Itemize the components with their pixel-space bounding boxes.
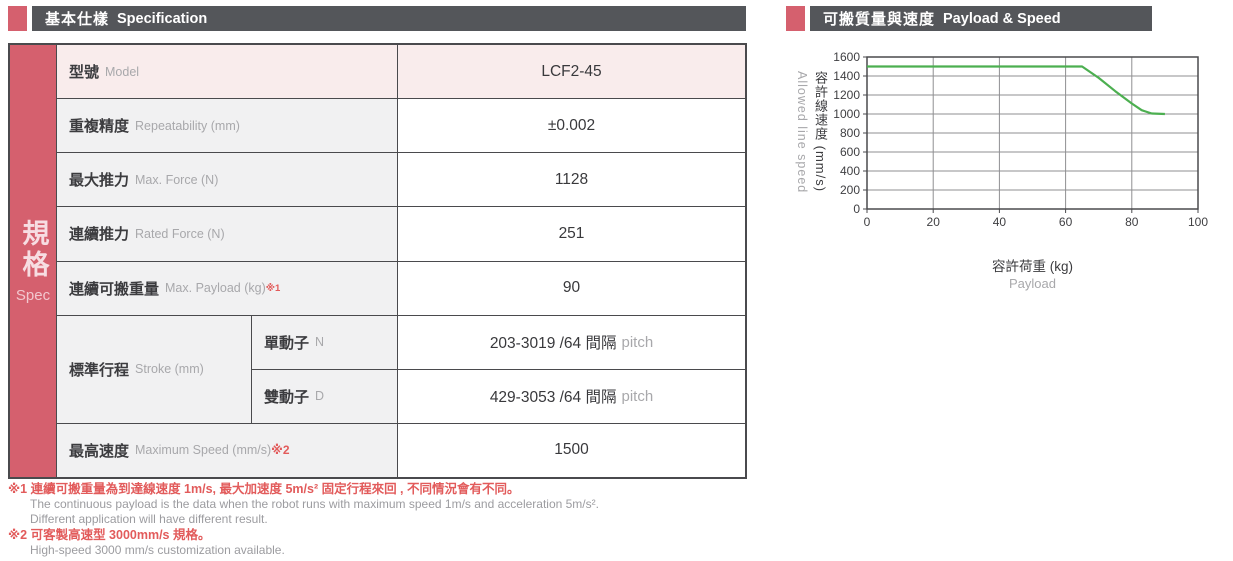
sidebar-label-en: Spec — [15, 286, 51, 304]
payload-note-ref: ※1 — [265, 282, 281, 294]
footnote-2-en: High-speed 3000 mm/s customization avail… — [30, 542, 285, 557]
svg-text:800: 800 — [840, 126, 860, 140]
svg-text:1400: 1400 — [833, 69, 860, 83]
stroke-single-value: 203-3019 /64 間隔 pitch — [398, 315, 745, 369]
row-rated-force-label: 連續推力 Rated Force (N) — [57, 207, 397, 261]
svg-text:20: 20 — [927, 215, 941, 229]
svg-text:60: 60 — [1059, 215, 1073, 229]
row-repeatability-label: 重複精度 Repeatability (mm) — [57, 99, 397, 153]
accent-square — [786, 6, 805, 31]
stroke-label-zh: 標準行程 — [69, 361, 130, 379]
sidebar-label-zh: 規格 — [18, 218, 49, 281]
row-repeatability-value: ±0.002 — [398, 99, 745, 153]
row-stroke-label: 標準行程 Stroke (mm) — [57, 315, 251, 423]
spec-section-header: 基本仕樣 Specification — [8, 6, 746, 31]
spec-sidebar: 規格 Spec — [10, 45, 56, 477]
row-model-value: LCF2-45 — [398, 45, 745, 99]
y-axis-label: Allowed line speed 容許線速度 (mm/s) — [795, 53, 830, 211]
max-speed-note-ref: ※2 — [271, 443, 290, 458]
spec-header-bar: 基本仕樣 Specification — [32, 6, 746, 31]
spec-title-zh: 基本仕樣 — [45, 11, 110, 28]
x-axis-label-en: Payload — [1009, 276, 1056, 291]
chart-section-header: 可搬質量與速度 Payload & Speed — [786, 6, 1152, 31]
repeatability-label-zh: 重複精度 — [69, 118, 130, 136]
chart-title-zh: 可搬質量與速度 — [823, 11, 936, 28]
row-payload-label: 連續可搬重量 Max. Payload (kg) ※1 — [57, 261, 397, 315]
x-axis-label: 容許荷重 (kg) Payload — [867, 255, 1198, 291]
row-max-speed-label: 最高速度 Maximum Speed (mm/s) ※2 — [57, 423, 397, 477]
row-payload-value: 90 — [398, 261, 745, 315]
svg-text:40: 40 — [993, 215, 1007, 229]
model-label-en: Model — [105, 64, 140, 79]
stroke-label-en: Stroke (mm) — [135, 362, 204, 377]
svg-text:1000: 1000 — [833, 107, 860, 121]
svg-text:80: 80 — [1125, 215, 1139, 229]
svg-text:0: 0 — [864, 215, 871, 229]
row-max-speed-value: 1500 — [398, 423, 745, 477]
footnote-1-zh: ※1 連續可搬重量為到達線速度 1m/s, 最大加速度 5m/s² 固定行程來回… — [8, 482, 520, 496]
max-force-label-en: Max. Force (N) — [135, 172, 219, 187]
row-rated-force-value: 251 — [398, 207, 745, 261]
stroke-single-label: 單動子 N — [252, 315, 397, 369]
payload-label-zh: 連續可搬重量 — [69, 280, 160, 298]
model-label-zh: 型號 — [69, 64, 100, 82]
stroke-double-value: 429-3053 /64 間隔 pitch — [398, 369, 745, 423]
accent-square — [8, 6, 27, 31]
y-axis-label-en: Allowed line speed — [795, 70, 809, 194]
row-max-force-value: 1128 — [398, 153, 745, 207]
y-axis-label-zh: 容許線速度 (mm/s) — [813, 71, 828, 193]
payload-speed-chart: 0 200 400 600 800 1000 1200 1400 1600 0 20 40 60 80 10… — [790, 45, 1233, 300]
payload-label-en: Max. Payload (kg) — [165, 281, 266, 296]
max-force-label-zh: 最大推力 — [69, 172, 130, 190]
spec-table: 規格 Spec 型號 Model LCF2-45 重複精度 Repeatabil… — [8, 43, 747, 479]
svg-text:0: 0 — [853, 202, 860, 216]
footnote-1-en2: Different application will have differen… — [30, 512, 268, 527]
svg-text:1600: 1600 — [833, 50, 860, 64]
svg-text:1200: 1200 — [833, 88, 860, 102]
chart-title-en: Payload & Speed — [943, 10, 1061, 27]
x-axis-label-zh: 容許荷重 (kg) — [992, 259, 1073, 274]
repeatability-label-en: Repeatability (mm) — [135, 118, 240, 133]
footnote-2-zh: ※2 可客製高速型 3000mm/s 規格。 — [8, 527, 211, 542]
svg-text:200: 200 — [840, 183, 860, 197]
stroke-double-label: 雙動子 D — [252, 369, 397, 423]
row-max-force-label: 最大推力 Max. Force (N) — [57, 153, 397, 207]
rated-force-label-en: Rated Force (N) — [135, 226, 225, 241]
rated-force-label-zh: 連續推力 — [69, 226, 130, 244]
svg-text:400: 400 — [840, 164, 860, 178]
footnotes: ※1 連續可搬重量為到達線速度 1m/s, 最大加速度 5m/s² 固定行程來回… — [8, 482, 753, 558]
footnote-1-en: The continuous payload is the data when … — [30, 497, 599, 512]
svg-text:600: 600 — [840, 145, 860, 159]
max-speed-label-en: Maximum Speed (mm/s) — [135, 443, 272, 458]
spec-title-en: Specification — [117, 10, 208, 27]
max-speed-label-zh: 最高速度 — [69, 442, 130, 460]
svg-text:100: 100 — [1188, 215, 1208, 229]
row-model-label: 型號 Model — [57, 45, 397, 99]
payload-speed-plot: 0 200 400 600 800 1000 1200 1400 1600 0 20 40 60 80 10… — [833, 50, 1208, 229]
chart-header-bar: 可搬質量與速度 Payload & Speed — [810, 6, 1152, 31]
